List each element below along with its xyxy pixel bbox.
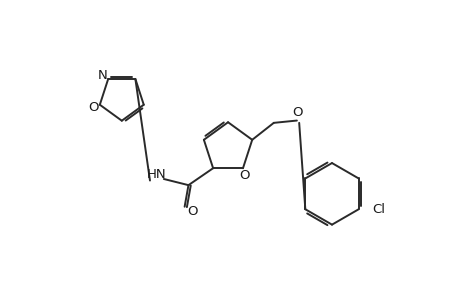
Text: O: O xyxy=(187,205,197,218)
Text: O: O xyxy=(239,169,249,182)
Text: Cl: Cl xyxy=(371,203,384,216)
Text: N: N xyxy=(98,69,107,82)
Text: O: O xyxy=(292,106,302,119)
Text: O: O xyxy=(88,101,99,114)
Text: HN: HN xyxy=(146,168,166,181)
